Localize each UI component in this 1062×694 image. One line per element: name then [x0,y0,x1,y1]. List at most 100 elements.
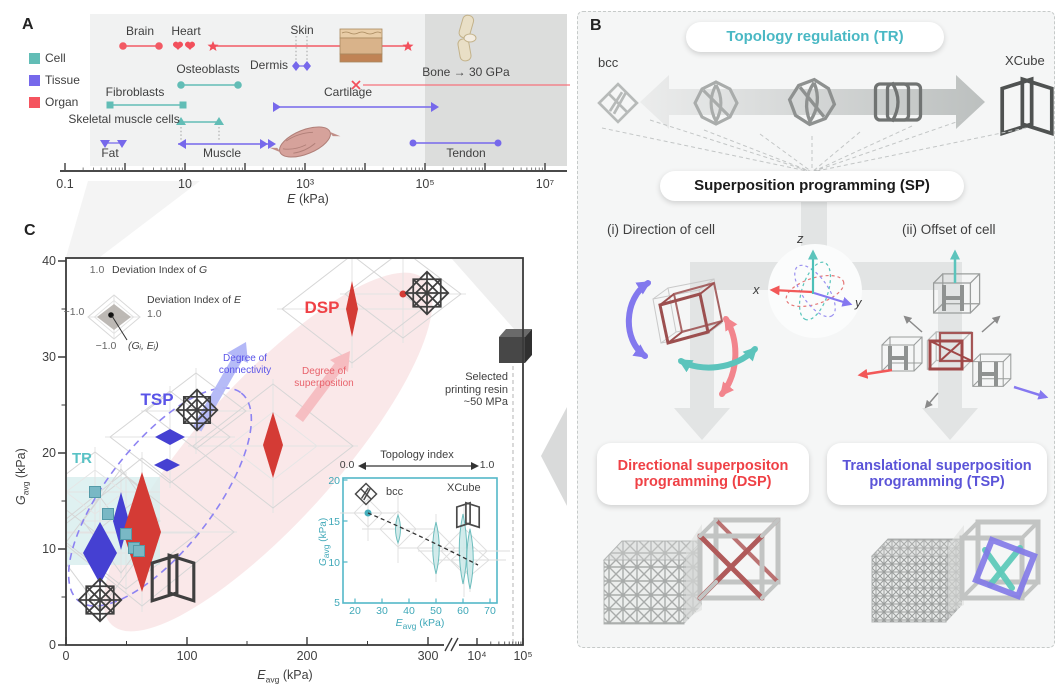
superposition-programming-pill: Superposition programming (SP) [660,171,964,201]
dermis-label: Dermis [250,58,288,72]
inset-ytick-20: 20 [328,475,340,487]
c-xtick-100: 100 [176,649,198,663]
heart-label: Heart [171,24,201,38]
panel-c-label: C [24,222,36,239]
skin-range [207,36,414,62]
panel-a-label: A [22,16,34,33]
axis-minor-ticks [82,167,543,171]
tsp-group-label: TSP [140,390,174,409]
y-minor-ticks [61,308,66,598]
connectivity-arrow-label: Degree of connectivity [218,353,272,376]
radar-top-val: 1.0 [89,264,105,276]
axis-break [444,637,459,652]
tr-region-box [67,477,160,565]
fat-markers [100,140,127,148]
inset-xtick-30: 30 [376,605,388,617]
legend-organ-label: Organ [45,95,79,109]
printing-resin-cube-icon [499,329,532,363]
a-tick-1: 10 [178,177,192,191]
inset-max: 1.0 [479,459,495,471]
skeletal-muscle-range [176,117,224,141]
muscle-label: Muscle [202,146,242,160]
fibroblasts-range [106,101,187,109]
a-tick-0: 0.1 [56,177,74,191]
x-log-minor-ticks [490,641,522,645]
topology-index-inset [340,462,510,604]
dsp-pill-line1: Directional superpositon [617,458,789,474]
c-xtick-1e4: 10⁴ [467,649,487,663]
c-ylabel: Gavg (kPa) [14,448,31,505]
tendon-range [409,139,502,147]
inset-ytick-15: 15 [328,516,340,528]
y-major-ticks [58,260,66,646]
fat-label: Fat [101,146,119,160]
a-axis-label: E (kPa) [287,192,329,206]
inset-ytick-10: 10 [328,557,340,569]
zoom-funnel-shape [66,181,200,257]
muscle-range [178,139,276,149]
tsp-data-diamonds [83,429,185,584]
octet-lattice-icon [175,388,219,432]
panel-c-chart [58,257,532,652]
inset-bcc-label: bcc [386,486,404,498]
x-major-ticks [65,637,524,645]
inset-xtick-60: 60 [457,605,469,617]
tendon-label: Tendon [446,146,486,160]
x-minor-ticks [126,641,368,645]
c-ytick-40: 40 [42,254,56,268]
inset-xtick-40: 40 [403,605,415,617]
legend-cell-label: Cell [45,51,66,65]
radar-glyph-outlines [67,259,466,613]
tsp-pill-line1: Translational superposition [842,458,1032,474]
c-xtick-300: 300 [417,649,439,663]
tsp-region-ellipse [67,387,253,607]
fibroblasts-label: Fibroblasts [105,85,165,99]
dsp-data-diamonds [123,281,407,592]
osteoblasts-range [177,81,242,89]
heart-markers [173,41,195,50]
dsp-group-label: DSP [304,298,340,317]
inset-ylabel: Gavg (kPa) [318,517,331,566]
muscle-icon [269,126,341,158]
dsp-pill-line2: programming (DSP) [634,474,772,490]
inset-xlabel: Eavg (kPa) [395,617,445,632]
inset-trend-line [367,512,479,566]
c-ytick-30: 30 [42,350,56,364]
inset-xcube-icon [455,501,481,529]
inset-ticks [343,479,491,603]
skin-icon [339,28,383,63]
c-xtick-0: 0 [62,649,70,663]
radar-point-label: (Gᵢ, Eᵢ) [128,340,159,352]
inset-title: Topology index [380,449,454,461]
bone-range [351,80,570,90]
a-tick-2: 10³ [295,177,315,191]
cartilage-range [273,102,439,112]
brain-range [119,42,163,50]
legend-cell-swatch [29,53,40,64]
inset-bcc-icon [354,482,378,506]
inset-bcc-point [364,509,372,517]
inset-xtick-20: 20 [349,605,361,617]
c-xtick-200: 200 [296,649,318,663]
inset-xcube-label: XCube [447,482,481,494]
a-tick-4: 10⁷ [535,177,555,191]
c-xlabel: Eavg (kPa) [257,668,313,685]
bone-label: Bone → 30 GPa [422,65,510,79]
topology-regulation-pill: Topology regulation (TR) [686,22,944,52]
c-ytick-10: 10 [42,542,56,556]
radar-bottom-val: −1.0 [95,340,117,352]
brain-label: Brain [125,24,155,38]
tr-data-squares [89,486,145,557]
bcc-lattice-icon [77,577,123,623]
skeletal-muscle-label: Skeletal muscle cells [68,112,180,126]
resin-note: Selected printing resin ~50 MPa [445,371,508,409]
xcube-icon [150,553,196,603]
superposed-lattice-icon [404,270,450,316]
c-ytick-0: 0 [49,638,56,652]
radar-top-label: Deviation Index of G [112,264,208,276]
dsp-region-band [103,272,433,632]
inset-xtick-70: 70 [484,605,496,617]
inset-xtick-50: 50 [430,605,442,617]
panel-link-arrow [541,407,567,506]
